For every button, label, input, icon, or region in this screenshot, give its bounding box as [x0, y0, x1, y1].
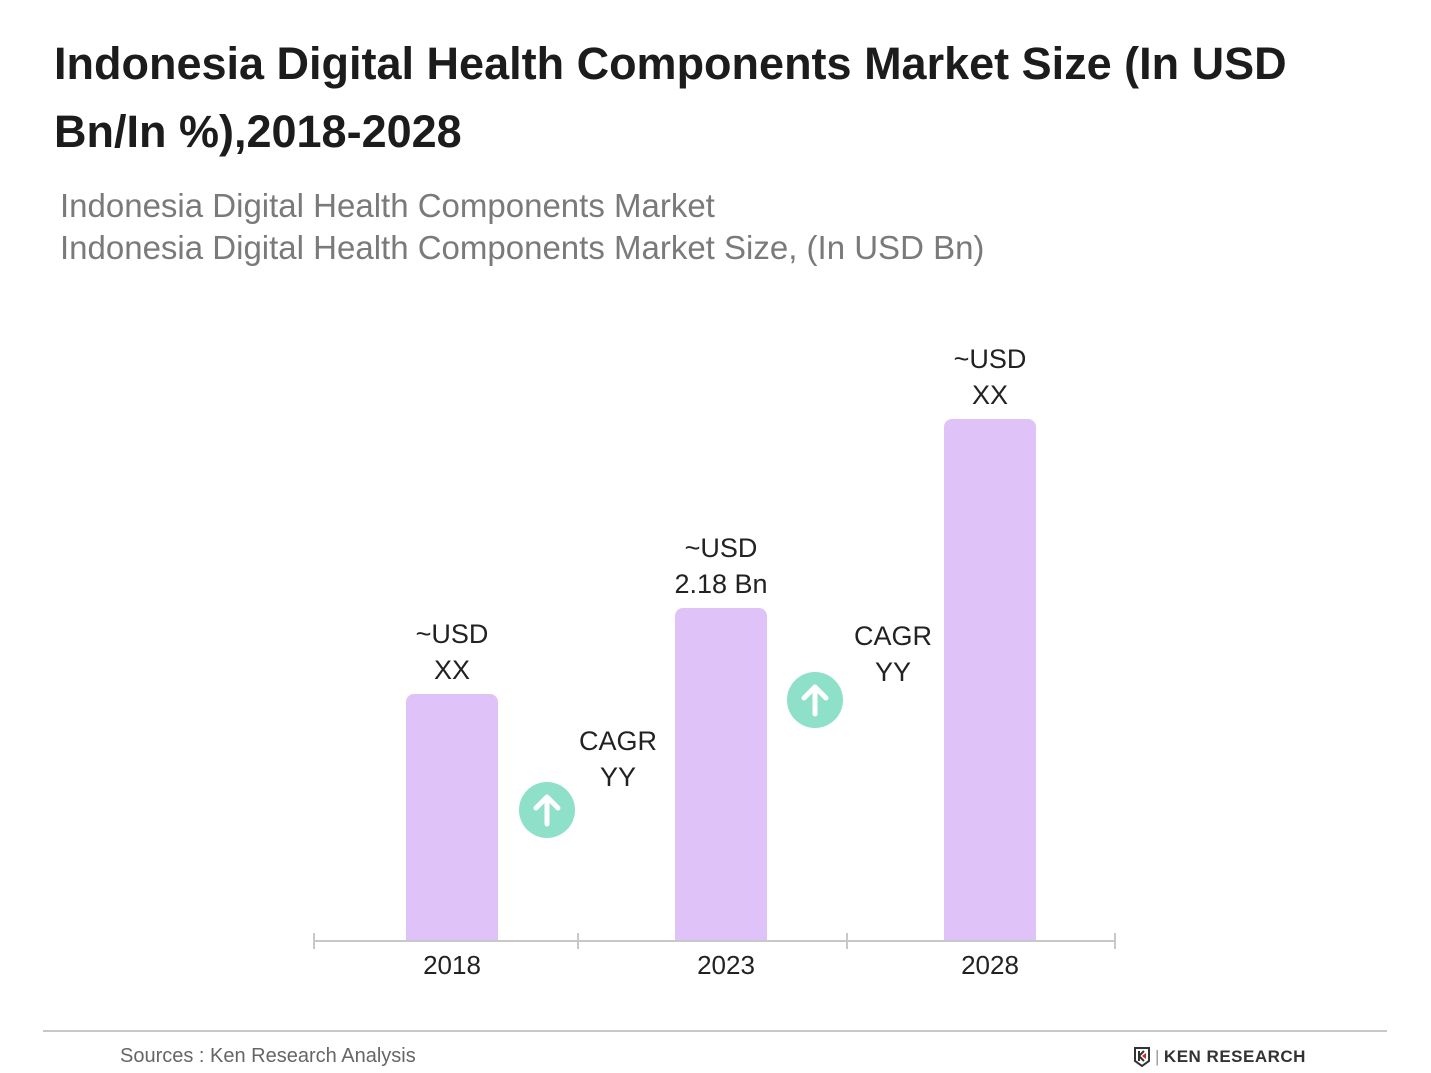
cagr-label: YY — [599, 762, 637, 792]
bar-2028 — [944, 419, 1036, 941]
data-label: ~USD — [684, 533, 758, 564]
bar-2018 — [406, 693, 498, 941]
x-axis-tick — [577, 933, 579, 949]
x-axis-tick — [1114, 933, 1116, 949]
data-label: 2.18 Bn — [674, 569, 768, 600]
cagr-label: CAGR — [853, 621, 932, 651]
subtitle-line-1: Indonesia Digital Health Components Mark… — [60, 187, 715, 224]
data-label: XX — [433, 654, 471, 685]
cagr-label: CAGR — [578, 726, 657, 756]
subtitle-line-2: Indonesia Digital Health Components Mark… — [60, 229, 985, 266]
ken-research-logo: | KEN RESEARCH — [1133, 1047, 1306, 1067]
logo-text: KEN RESEARCH — [1163, 1047, 1306, 1066]
x-axis — [314, 940, 1115, 942]
sources-text: Sources : Ken Research Analysis — [120, 1045, 416, 1067]
x-axis-tick — [846, 933, 848, 949]
data-label: ~USD — [953, 344, 1027, 374]
arrow-up-circle-icon — [519, 782, 575, 838]
x-tick-label: 2018 — [423, 950, 481, 980]
data-label: XX — [971, 380, 1009, 410]
chart-title: Indonesia Digital Health Components Mark… — [54, 38, 1287, 157]
footer-divider — [43, 1030, 1387, 1032]
arrow-up-circle-icon — [787, 672, 843, 728]
x-tick-label: 2023 — [697, 950, 755, 980]
data-label: ~USD — [415, 618, 489, 649]
cagr-label: YY — [874, 657, 912, 687]
x-tick-label: 2028 — [961, 950, 1019, 980]
bar-2023 — [675, 608, 767, 941]
ken-research-shield-icon — [1134, 1047, 1150, 1067]
x-axis-tick — [313, 933, 315, 949]
